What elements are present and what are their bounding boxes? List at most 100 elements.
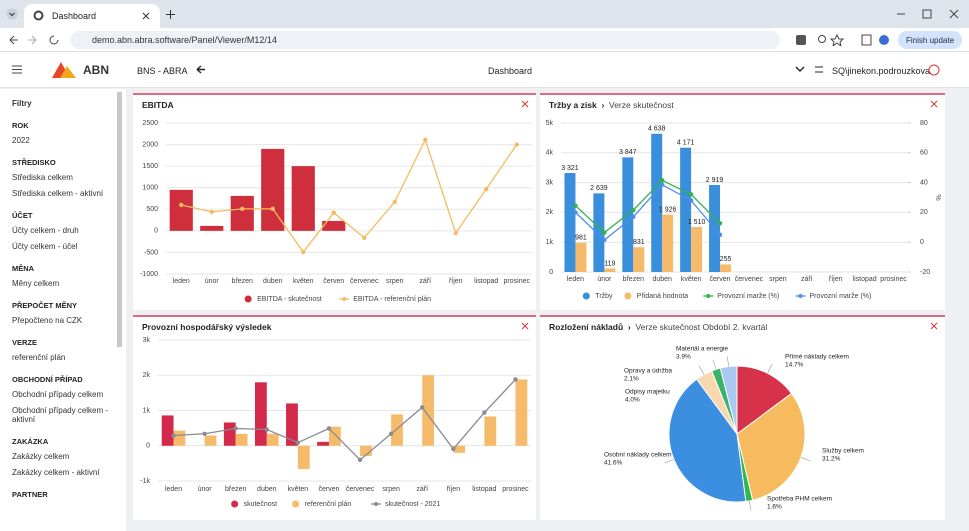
line-marker [717,232,723,237]
window-controls[interactable] [895,9,965,19]
tab-close[interactable] [142,12,150,20]
legend-label[interactable]: Provozní marže (%) [810,293,872,300]
line-marker [482,410,487,415]
line-marker [388,431,394,436]
bar [651,133,663,272]
data-label: 981 [575,235,587,242]
legend-label[interactable]: skutečnost - 2021 [385,501,440,508]
bar [200,225,224,231]
line-marker [513,377,518,382]
leader-line [800,457,811,462]
url-field[interactable]: demo.abn.abra.software/Panel/Viewer/M12/… [70,31,780,49]
legend-label[interactable]: Přidaná hodnota [637,293,688,300]
data-label: 1 926 [659,206,677,213]
panel-costs: Přímé náklady celkem 14.7% Služby celkem 31… [540,315,945,520]
line-marker [423,137,428,143]
expand-icon[interactable] [521,322,529,330]
filter-item[interactable]: Střediska celkem - aktivní [12,189,104,198]
bar [564,173,576,272]
y2-tick-label: 20 [920,209,928,216]
bar [204,435,217,446]
logo-mark [52,62,76,78]
filter-item[interactable]: 2022 [12,136,30,145]
help-icon[interactable] [928,64,940,76]
filter-item[interactable]: Zakázky celkem [12,452,70,461]
filter-item[interactable]: Účty celkem - účel [12,242,78,251]
y2-tick-label: -20 [920,269,930,276]
menu-icon[interactable] [12,65,22,74]
bar [633,247,645,272]
filter-heading: OBCHODNÍ PŘÍPAD [12,375,83,384]
bar [317,441,329,446]
filter-item[interactable]: Přepočteno na CZK [12,316,83,325]
x-tick-label: září [801,276,813,283]
app-header: ABN BNS - ABRA Dashboard SQ\jinekon.podr… [0,52,969,88]
y-tick-label: 1000 [142,185,158,192]
legend-label[interactable]: EBITDA - skutečnost [257,296,322,303]
legend-label[interactable]: Provozní marže (%) [717,293,779,300]
header-icons[interactable] [795,65,825,75]
bar [328,426,341,446]
line-marker [451,446,456,452]
y2-tick-label: 60 [920,150,928,157]
filter-item[interactable]: Účty celkem - druh [12,226,79,235]
bar [261,148,285,231]
finish-update-button[interactable]: Finish update [898,31,962,49]
legend-label[interactable]: EBITDA - referenční plán [353,296,431,303]
back-icon[interactable] [196,65,206,74]
expand-icon[interactable] [930,322,938,330]
line-marker [331,210,336,215]
line-marker [392,199,397,205]
user-name[interactable]: SQ\jinekon.podrouzkova [832,66,931,76]
expand-icon[interactable] [521,100,529,108]
expand-icon[interactable] [930,100,938,108]
y-tick-label: 0 [154,228,158,235]
filter-item[interactable]: Obchodní případy celkem [12,390,104,399]
bar [593,193,605,272]
legend-label[interactable]: Tržby [595,293,613,300]
company[interactable]: BNS - ABRA [137,66,188,76]
panel-revenue: 0 1k 2k 3k 4k 5k -20 0 20 40 60 80% leden únor březen d… [540,93,945,310]
legend-label[interactable]: skutečnost [244,501,278,508]
line-marker [264,427,269,432]
browser-tab[interactable]: Dashboard [24,4,160,28]
line-marker [357,457,363,463]
new-tab[interactable] [166,10,175,19]
scrollbar[interactable] [117,92,122,347]
chart-title: Provozní hospodářský výsledek [142,322,272,332]
line-marker [179,202,184,208]
chart: -1k 0 1k 2k 3k leden únor březen duben květen červ… [140,322,531,508]
filter-item[interactable]: Měny celkem [12,279,60,288]
y-tick-label: 2k [546,209,554,216]
data-label: 3 847 [619,149,637,156]
leader-line [767,364,773,374]
x-tick-label: květen [681,276,702,283]
bar [604,268,616,272]
bar [266,433,279,446]
browser-icons[interactable] [795,34,890,46]
legend-swatch [342,297,347,301]
x-tick-label: březen [623,276,645,283]
chart-title: Tržby a zisk [549,100,597,110]
x-tick-label: březen [232,278,254,285]
legend-swatch [706,294,711,298]
bar [291,166,315,231]
x-tick-label: prosinec [504,278,531,285]
tab-menu-icon[interactable] [6,8,18,20]
x-tick-label: červen [710,276,731,283]
filter-item[interactable]: Střediska celkem [12,173,73,182]
filter-item[interactable]: Zakázky celkem - aktivní [12,468,100,477]
x-tick-label: únor [597,276,612,283]
line [575,184,721,241]
leader-line [748,500,752,511]
filter-item[interactable]: referenční plán [12,353,66,362]
chart: 0 1k 2k 3k 4k 5k -20 0 20 40 60 80% leden únor březen d… [546,100,941,300]
x-tick-label: duben [257,486,277,493]
legend-label[interactable]: referenční plán [305,501,352,508]
slice-value: 14.7% [785,362,804,369]
line [575,179,721,234]
nav-buttons[interactable] [8,34,66,46]
filter-item[interactable]: Obchodní případy celkem - aktivní [12,406,109,424]
